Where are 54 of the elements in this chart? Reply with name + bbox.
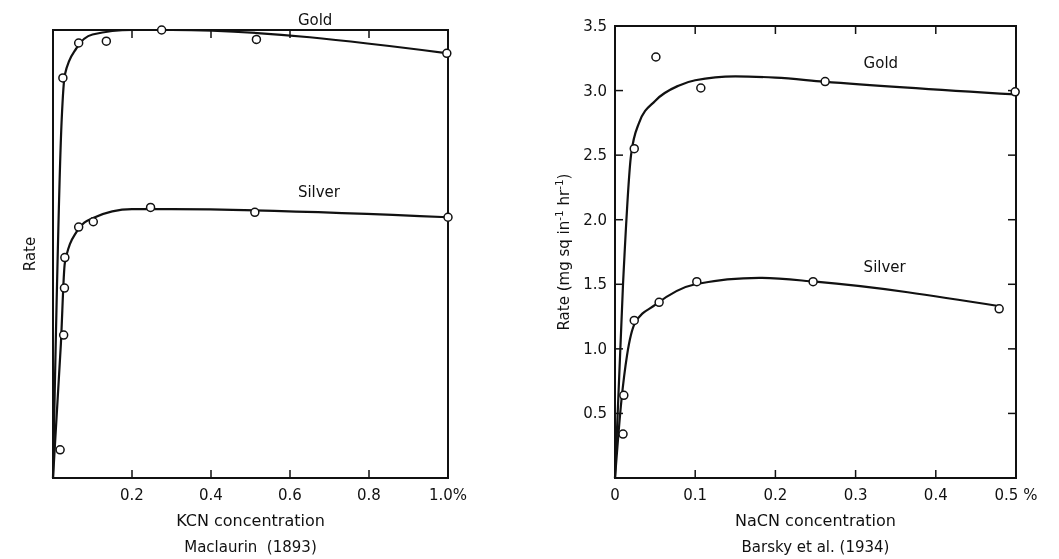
x-tick-label: 0.6	[278, 486, 302, 504]
y-tick-label: 2.5	[583, 146, 607, 165]
x-axis-title: KCN concentration	[176, 511, 325, 530]
point	[442, 48, 452, 59]
point	[619, 390, 629, 401]
x-tick-label: 0.2	[763, 486, 788, 504]
point	[251, 34, 262, 45]
point	[59, 283, 70, 293]
x-tick-label: 0.5 %	[994, 486, 1038, 504]
point	[250, 207, 260, 218]
x-tick-label: 0.3	[843, 486, 868, 504]
x-tick-label: 0	[610, 486, 620, 504]
y-tick-label: 2.0	[583, 210, 607, 229]
point	[651, 52, 661, 62]
point	[443, 212, 453, 223]
y-tick-label: 3.5	[583, 17, 607, 35]
series-label: Gold	[297, 10, 333, 29]
point	[1010, 87, 1020, 97]
point	[88, 216, 99, 227]
x-tick-label: 0.4	[199, 486, 223, 504]
series-label: Silver	[297, 182, 341, 201]
point	[994, 304, 1004, 314]
point	[58, 330, 69, 340]
y-tick-label: 1.5	[583, 275, 607, 294]
y-tick-label: 0.5	[583, 404, 607, 423]
text: Maclaurin (1893)	[184, 538, 317, 556]
point	[696, 83, 706, 93]
point	[60, 252, 70, 263]
x-tick-label: 0.4	[923, 486, 948, 504]
series-label: Gold	[863, 54, 899, 73]
point	[654, 297, 664, 308]
point	[629, 315, 639, 326]
x-tick-label: 0.8	[357, 486, 381, 504]
point	[145, 202, 156, 213]
x-tick-label: 0.1	[683, 486, 708, 504]
point	[808, 276, 818, 287]
point	[73, 38, 84, 48]
y-axis-title: Rate	[21, 236, 39, 272]
point	[101, 36, 112, 46]
x-tick-label: 0.2	[120, 486, 144, 504]
point	[73, 222, 84, 232]
point	[629, 143, 639, 154]
series-label: Silver	[863, 258, 907, 277]
point	[820, 76, 830, 87]
x-tick-label: 1.0%	[428, 486, 468, 504]
y-tick-label: 1.0	[583, 339, 607, 358]
point	[58, 73, 68, 83]
y-tick-label: 3.0	[583, 81, 607, 100]
x-axis-title: NaCN concentration	[735, 511, 896, 530]
text: Barsky et al. (1934)	[741, 538, 890, 556]
point	[618, 429, 628, 439]
point	[55, 445, 65, 455]
point	[692, 276, 702, 287]
point	[156, 25, 167, 35]
